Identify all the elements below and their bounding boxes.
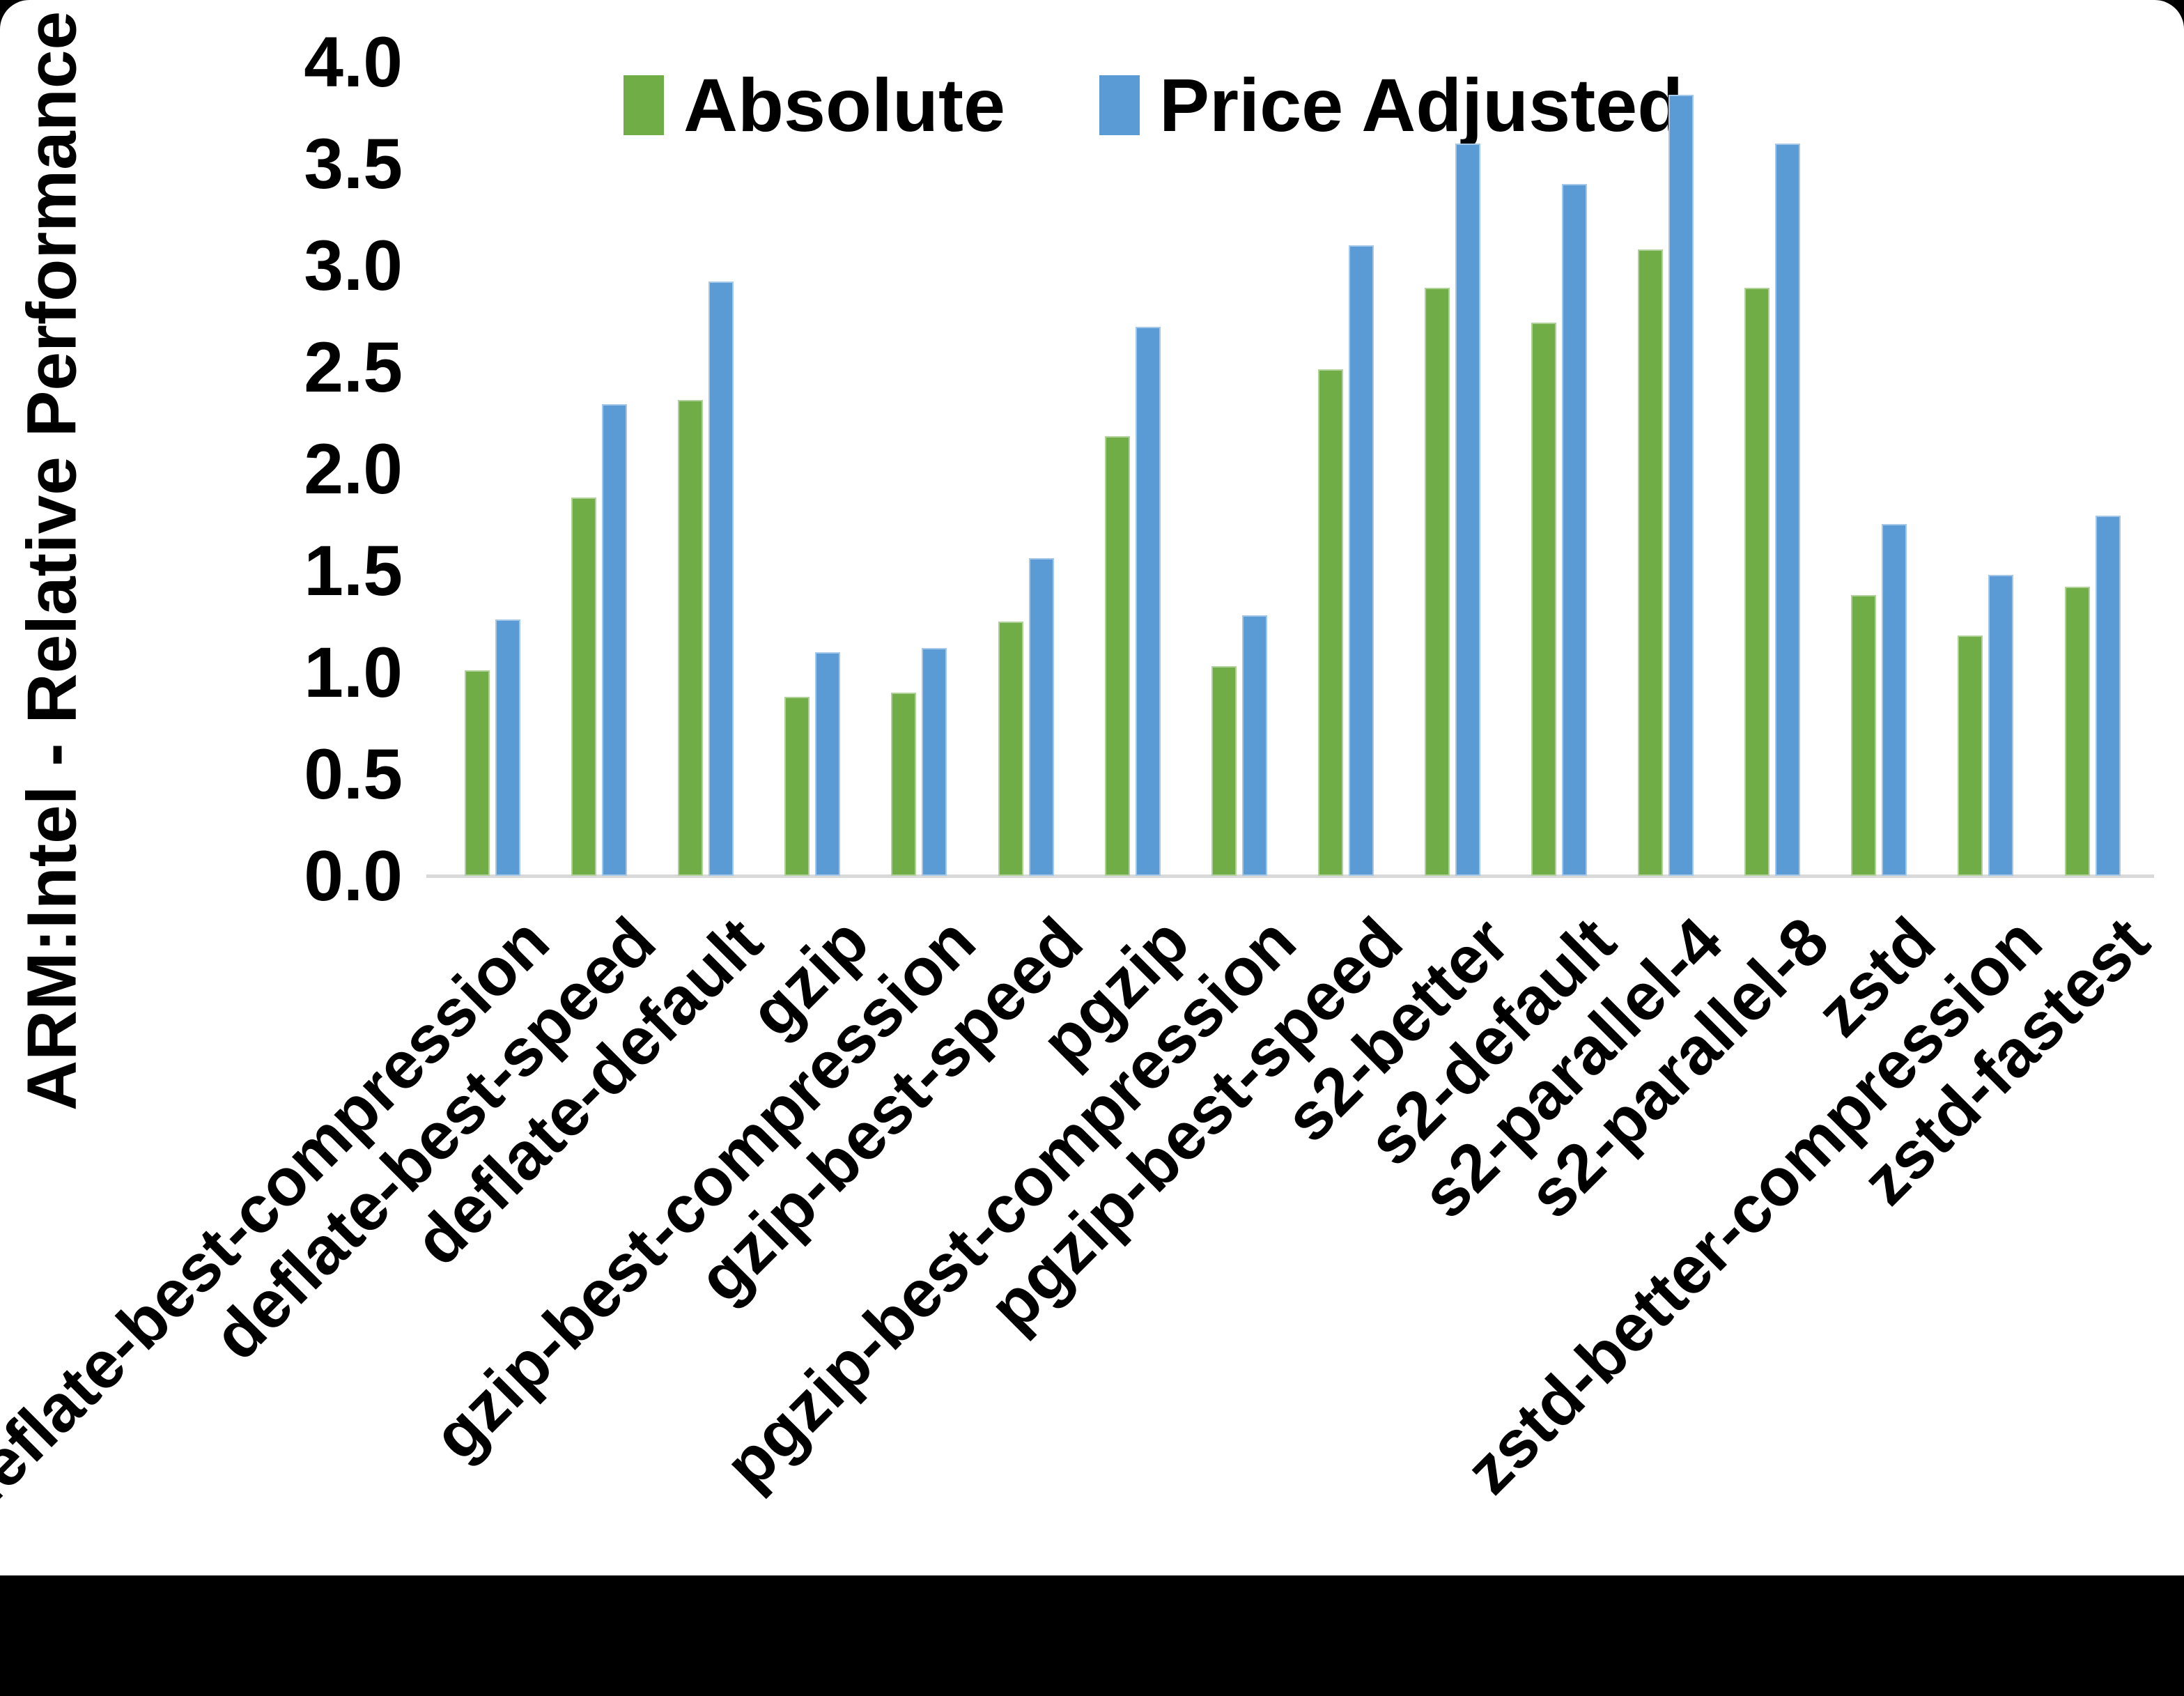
bar-absolute-s2-parallel-4: [1638, 249, 1663, 876]
y-tick-label: 4.0: [304, 22, 403, 102]
bar-absolute-gzip: [784, 697, 810, 876]
bar-absolute-pgzip: [1105, 436, 1130, 876]
chart-canvas: ARM:Intel - Relative Performance Absolut…: [0, 0, 2184, 1575]
y-tick-label: 2.0: [304, 429, 403, 509]
bar-price-adjusted-zstd-fastest: [2096, 516, 2121, 876]
bar-absolute-gzip-best-compression: [891, 693, 916, 876]
legend-swatch-icon: [624, 75, 664, 135]
y-tick-label: 3.0: [304, 226, 403, 305]
y-tick-label: 3.5: [304, 124, 403, 203]
bar-absolute-zstd-better-compression: [1958, 635, 1983, 876]
legend-label: Absolute: [683, 63, 1006, 147]
legend-item-price-adjusted: Price Adjusted: [1099, 61, 1683, 148]
legend-swatch-icon: [1099, 75, 1140, 135]
bar-absolute-zstd: [1851, 595, 1876, 876]
y-tick-label: 1.5: [304, 531, 403, 610]
bar-price-adjusted-pgzip: [1136, 327, 1161, 876]
bar-absolute-gzip-best-speed: [998, 622, 1023, 876]
legend-item-absolute: Absolute: [624, 61, 1005, 148]
y-tick-label: 0.0: [304, 836, 403, 916]
bar-price-adjusted-deflate-best-compression: [495, 619, 520, 876]
legend: Absolute Price Adjusted: [624, 61, 1683, 148]
bar-absolute-deflate-best-speed: [571, 498, 596, 876]
y-tick-label: 2.5: [304, 327, 403, 407]
bar-price-adjusted-zstd: [1882, 524, 1907, 876]
bar-absolute-pgzip-best-speed: [1318, 369, 1343, 876]
x-axis-baseline: [426, 874, 2154, 878]
bar-absolute-deflate-best-compression: [465, 670, 490, 876]
bar-absolute-s2-default: [1531, 323, 1556, 876]
bar-price-adjusted-zstd-better-compression: [1988, 575, 2013, 876]
y-tick-label: 0.5: [304, 734, 403, 814]
bar-price-adjusted-s2-default: [1562, 184, 1587, 876]
bar-price-adjusted-pgzip-best-speed: [1349, 245, 1374, 876]
bar-price-adjusted-s2-parallel-8: [1775, 144, 1800, 876]
bar-absolute-s2-parallel-8: [1744, 288, 1769, 876]
bar-price-adjusted-gzip-best-speed: [1029, 558, 1054, 876]
bar-price-adjusted-deflate-default: [708, 282, 734, 876]
bar-price-adjusted-gzip-best-compression: [922, 648, 947, 876]
bar-price-adjusted-s2-parallel-4: [1668, 95, 1694, 876]
y-axis-title: ARM:Intel - Relative Performance: [13, 10, 91, 1111]
bar-price-adjusted-deflate-best-speed: [602, 404, 627, 876]
bar-price-adjusted-gzip: [815, 652, 840, 876]
bar-absolute-deflate-default: [678, 400, 703, 876]
bar-price-adjusted-pgzip-best-compression: [1242, 615, 1267, 876]
y-tick-label: 1.0: [304, 633, 403, 712]
bar-absolute-s2-better: [1425, 288, 1450, 876]
bar-absolute-zstd-fastest: [2065, 587, 2090, 876]
bar-absolute-pgzip-best-compression: [1211, 666, 1237, 876]
bar-price-adjusted-s2-better: [1455, 144, 1480, 876]
legend-label: Price Adjusted: [1159, 63, 1684, 147]
